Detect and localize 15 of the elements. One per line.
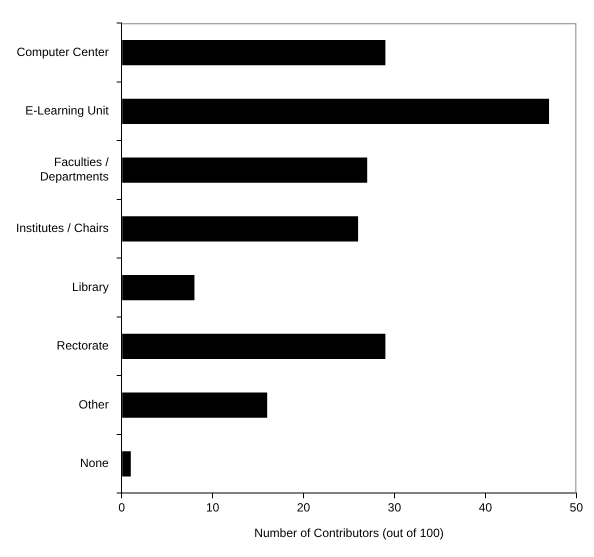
y-tick-label: None bbox=[80, 456, 110, 470]
y-tick-label: Computer Center bbox=[16, 44, 109, 59]
x-tick-label: 40 bbox=[478, 500, 492, 515]
x-tick-label: 50 bbox=[570, 500, 584, 515]
x-tick-label: 20 bbox=[296, 500, 311, 515]
y-tick-label: Faculties / Departments bbox=[40, 155, 110, 184]
x-axis-title: Number of Contributors (out of 100) bbox=[254, 526, 444, 540]
y-tick-label: Library bbox=[72, 280, 109, 294]
y-tick-label: Rectorate bbox=[56, 338, 110, 353]
x-tick-label: 0 bbox=[118, 500, 126, 515]
y-tick-label: Other bbox=[78, 397, 109, 412]
x-tick-label: 10 bbox=[206, 500, 220, 515]
x-tick-label: 30 bbox=[388, 500, 402, 515]
y-tick-label: Institutes / Chairs bbox=[16, 221, 109, 236]
y-tick-label: E-Learning Unit bbox=[25, 104, 110, 118]
